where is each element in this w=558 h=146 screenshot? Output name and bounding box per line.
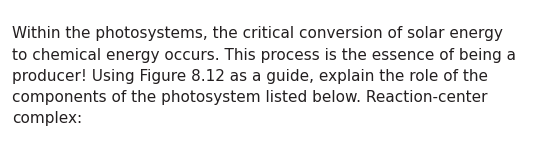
- Text: Within the photosystems, the critical conversion of solar energy
to chemical ene: Within the photosystems, the critical co…: [12, 26, 516, 126]
